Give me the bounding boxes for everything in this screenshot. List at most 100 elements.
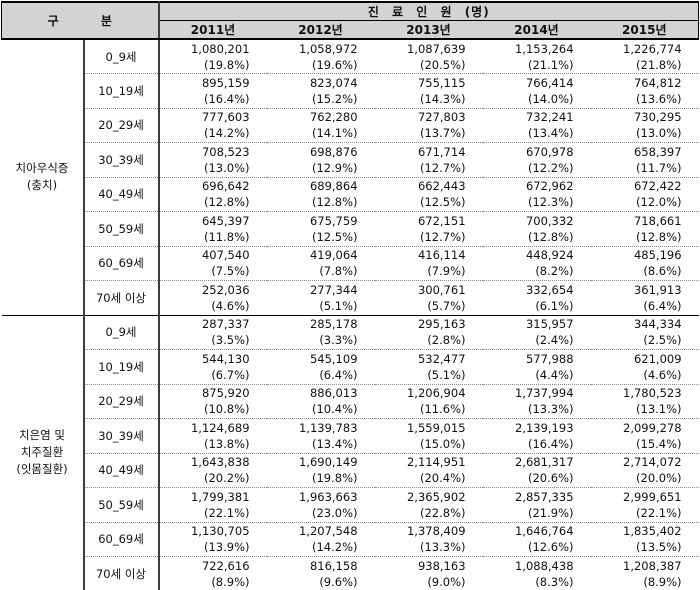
patient-count-value: 544,130 [201, 351, 250, 366]
patient-count-cell: 1,963,663 (23.0%) [266, 487, 375, 523]
header-row-years: 2011년 2012년 2013년 2014년 2015년 [2, 20, 700, 40]
patient-percent-value: (8.3%) [535, 574, 574, 589]
patient-count-cell: 1,226,774 (21.8%) [590, 39, 699, 74]
patient-count-value: 1,737,994 [514, 386, 574, 401]
disease-group-label-line: 치아우식증 [15, 161, 69, 176]
patient-count-value: 332,654 [525, 282, 574, 297]
patient-count-value: 419,064 [309, 248, 358, 263]
patient-percent-value: (12.8%) [528, 229, 574, 244]
patient-count-cell: 1,080,201 (19.8%) [158, 39, 267, 74]
age-band-label: 20_29세 [82, 108, 160, 143]
patient-count-cell: 708,523 (13.0%) [158, 142, 267, 178]
patient-count-value: 672,962 [525, 179, 574, 194]
patient-count-cell: 1,690,149 (19.8%) [266, 453, 375, 488]
patient-count-cell: 672,422 (12.0%) [590, 177, 699, 212]
table-row: 30_39세 708,523 (13.0%) 698,876 (12.9%) 671,71… [2, 142, 699, 178]
patient-percent-value: (21.1%) [528, 57, 574, 72]
age-band-label: 40_49세 [82, 177, 160, 212]
patient-count-value: 698,876 [309, 144, 358, 159]
patient-percent-value: (13.6%) [636, 91, 682, 106]
patient-count-cell: 1,208,387 (8.9%) [591, 557, 699, 590]
patient-percent-value: (13.9%) [204, 540, 250, 555]
patient-count-cell: 672,962 (12.3%) [482, 177, 591, 212]
patient-count-value: 816,158 [309, 558, 358, 573]
patient-percent-value: (4.6%) [643, 367, 682, 382]
patient-count-cell: 698,876 (12.9%) [266, 142, 375, 178]
patient-count-value: 361,913 [633, 282, 682, 297]
patient-count-cell: 755,115 (14.3%) [374, 73, 483, 109]
table-row: 70세 이상 252,036 (4.6%) 277,344 (5.1%) 300,761(… [2, 280, 699, 316]
table-row: 60_69세 1,130,705 (13.9%) 1,207,548 (14.2%) 1,… [2, 522, 699, 557]
patient-count-value: 777,603 [201, 110, 250, 125]
patient-count-cell: 252,036 (4.6%) [158, 280, 267, 316]
patient-count-value: 1,835,402 [623, 524, 682, 539]
patient-count-cell: 1,780,523 (13.1%) [590, 384, 699, 419]
patient-percent-value: (9.6%) [319, 574, 358, 589]
table-header: 구 분 진 료 인 원 (명) 2011년 2012년 2013년 2014년 … [0, 2, 700, 40]
disease-group-label-line: 치은염 및 [19, 428, 65, 443]
patient-percent-value: (20.2%) [204, 471, 250, 486]
patient-count-value: 2,857,335 [514, 489, 574, 504]
patient-count-cell: 1,643,838 (20.2%) [158, 453, 267, 488]
patient-count-value: 1,153,264 [514, 41, 574, 56]
patient-percent-value: (3.3%) [319, 333, 358, 348]
patient-percent-value: (14.3%) [420, 91, 466, 106]
patient-count-cell: 1,559,015 (15.0%) [374, 418, 483, 454]
patient-count-cell: 2,365,902 (22.8%) [374, 487, 483, 523]
patient-percent-value: (19.8%) [204, 57, 250, 72]
patient-count-cell: 300,761 (5.7%) [374, 280, 483, 316]
patient-count-value: 1,559,015 [406, 420, 466, 435]
patient-count-value: 315,957 [525, 317, 574, 332]
patient-percent-value: (12.0%) [636, 195, 682, 210]
table-row: 10_19세 895,159 (16.4%) 823,074 (15.2%) 755,11… [2, 73, 699, 109]
patient-count-cell: 696,642 (12.8%) [158, 177, 267, 212]
patient-percent-value: (5.7%) [427, 298, 466, 313]
patient-percent-value: (12.8%) [636, 229, 682, 244]
table-body: 치아우식증 (충치) 0_9세 1,080,201 (19.8%) 1,058,972 (1… [1, 39, 699, 590]
patient-count-value: 1,643,838 [190, 455, 250, 470]
patient-count-value: 2,714,072 [623, 455, 682, 470]
patient-percent-value: (12.7%) [420, 160, 466, 175]
patient-count-value: 727,803 [417, 110, 466, 125]
patient-count-value: 672,422 [633, 179, 682, 194]
disease-group-label: 치은염 및 치주질환 (잇몸질환) [1, 315, 85, 590]
age-band-label: 10_19세 [82, 349, 160, 385]
patient-percent-value: (11.8%) [204, 229, 250, 244]
patient-percent-value: (14.0%) [528, 91, 574, 106]
category-header: 구 분 [0, 2, 160, 40]
patient-count-cell: 816,158 (9.6%) [267, 557, 375, 590]
patient-count-value: 1,226,774 [623, 41, 682, 56]
patient-count-value: 886,013 [309, 386, 358, 401]
patient-count-value: 823,074 [309, 75, 358, 90]
patient-percent-value: (6.1%) [535, 298, 574, 313]
patient-percent-value: (13.4%) [312, 436, 358, 451]
patient-percent-value: (16.4%) [528, 436, 574, 451]
patient-count-value: 722,616 [201, 558, 250, 573]
patient-count-cell: 295,163 (2.8%) [374, 315, 483, 350]
patient-count-value: 762,280 [309, 110, 358, 125]
disease-group-label-line: (충치) [26, 178, 58, 193]
patient-count-value: 938,163 [417, 558, 466, 573]
age-band-label: 50_59세 [82, 487, 160, 523]
patient-count-value: 1,207,548 [298, 524, 358, 539]
patient-count-value: 577,988 [525, 351, 574, 366]
patient-count-cell: 1,799,381 (22.1%) [158, 487, 267, 523]
patient-count-value: 287,337 [201, 317, 250, 332]
patient-count-value: 708,523 [201, 144, 250, 159]
patient-count-cell: 886,013 (10.4%) [266, 384, 375, 419]
patient-count-cell: 762,280 (14.1%) [266, 108, 375, 143]
patient-percent-value: (13.4%) [528, 126, 574, 141]
patient-count-value: 1,206,904 [406, 386, 466, 401]
patient-count-cell: 2,099,278 (15.4%) [590, 418, 699, 454]
patient-count-cell: 727,803 (13.7%) [374, 108, 483, 143]
patient-count-value: 1,124,689 [190, 420, 250, 435]
patient-count-value: 1,780,523 [623, 386, 682, 401]
patient-percent-value: (15.0%) [420, 436, 466, 451]
age-band-label: 70세 이상 [82, 556, 160, 590]
patient-count-cell: 621,009 (4.6%) [590, 349, 699, 385]
table-row: 40_49세 696,642 (12.8%) 689,864 (12.8%) 662,44… [2, 177, 699, 212]
patient-percent-value: (13.1%) [636, 402, 682, 417]
patient-percent-value: (10.4%) [312, 402, 358, 417]
